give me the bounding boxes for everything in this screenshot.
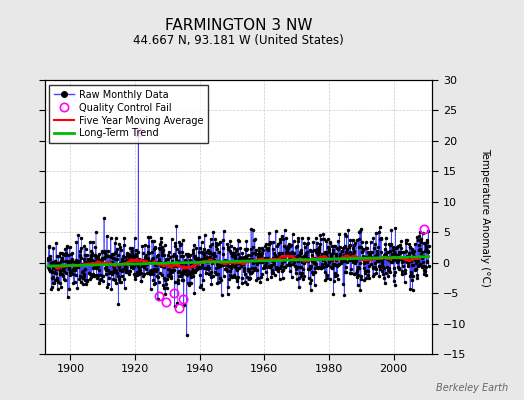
Text: Berkeley Earth: Berkeley Earth xyxy=(436,383,508,393)
Text: 44.667 N, 93.181 W (United States): 44.667 N, 93.181 W (United States) xyxy=(133,34,344,47)
Legend: Raw Monthly Data, Quality Control Fail, Five Year Moving Average, Long-Term Tren: Raw Monthly Data, Quality Control Fail, … xyxy=(49,85,208,143)
Y-axis label: Temperature Anomaly (°C): Temperature Anomaly (°C) xyxy=(480,148,490,286)
Text: FARMINGTON 3 NW: FARMINGTON 3 NW xyxy=(165,18,312,33)
